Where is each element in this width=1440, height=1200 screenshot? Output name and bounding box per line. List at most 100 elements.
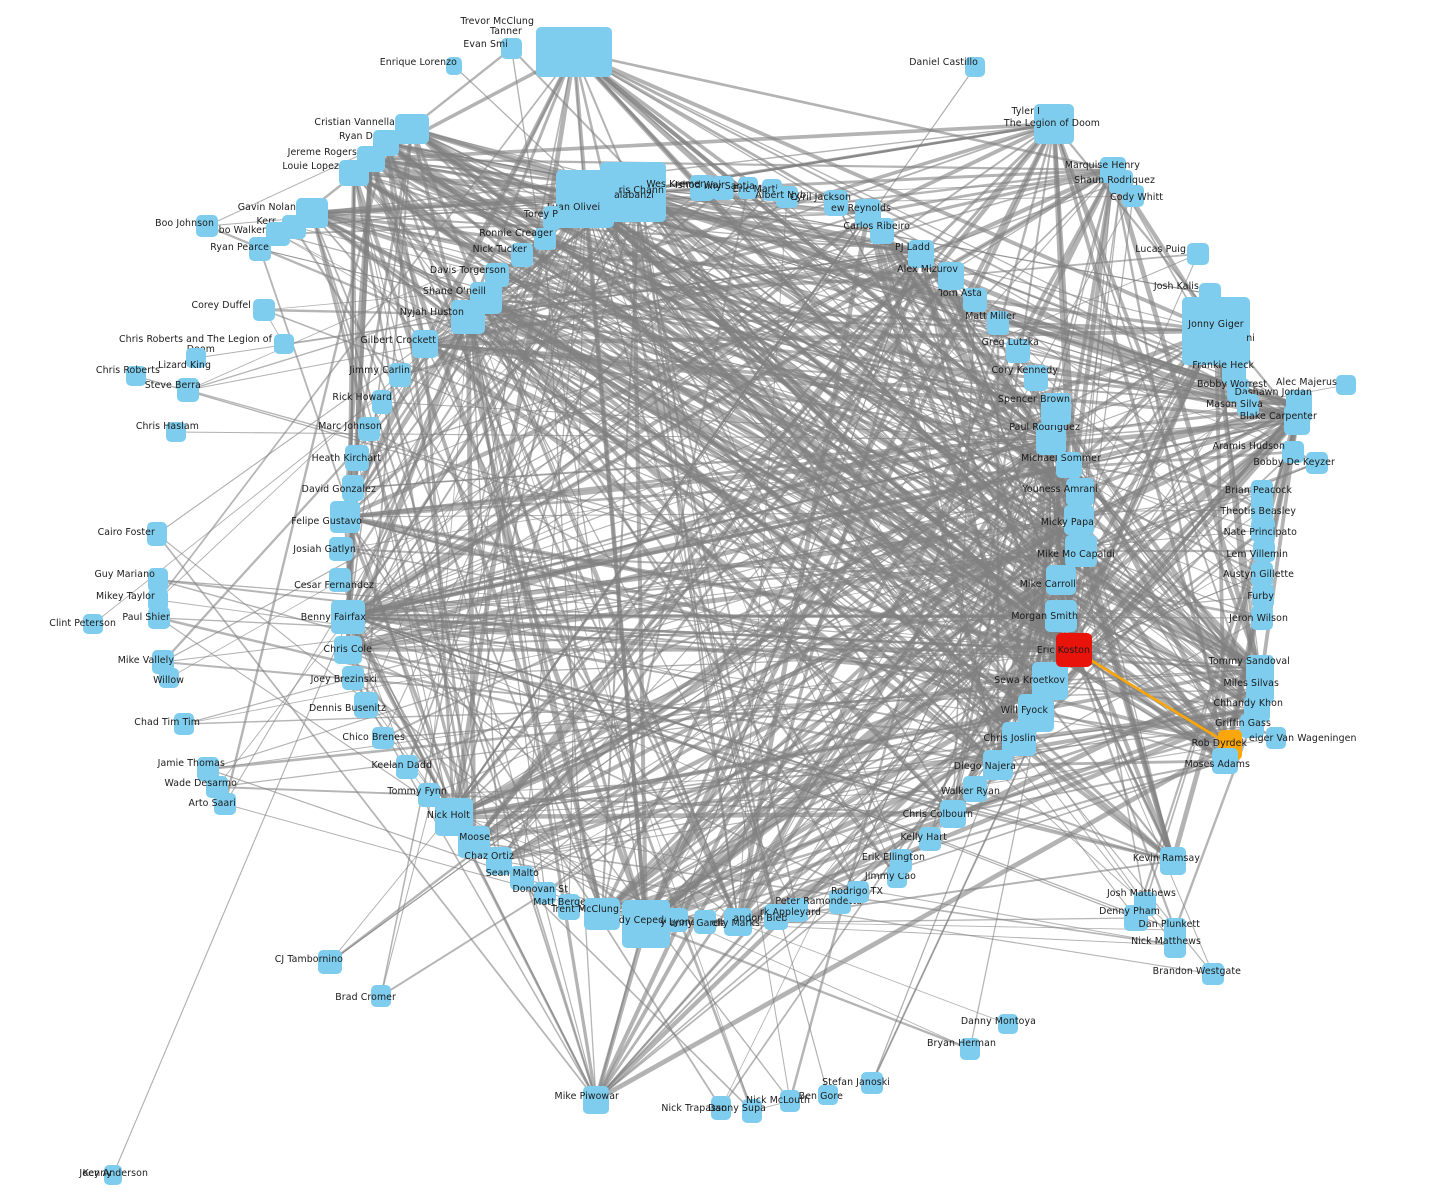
graph-node-danny-montoya[interactable] bbox=[998, 1014, 1018, 1034]
graph-node-austyn-gillette[interactable] bbox=[1251, 562, 1273, 586]
graph-node-moose[interactable] bbox=[458, 826, 490, 858]
graph-node-cristian-vannella[interactable] bbox=[395, 114, 429, 144]
graph-node-lizard-king[interactable] bbox=[186, 348, 206, 368]
graph-node-chris-haslam[interactable] bbox=[166, 422, 186, 442]
graph-node-tom-asta[interactable] bbox=[963, 288, 987, 312]
graph-node-clint-peterson[interactable] bbox=[83, 614, 103, 634]
graph-node-erik-ellington[interactable] bbox=[890, 849, 912, 873]
graph-node-will-fyock[interactable] bbox=[1018, 694, 1054, 732]
graph-node-bobby-de-keyzer[interactable] bbox=[1306, 452, 1328, 474]
graph-node-ben-gore[interactable] bbox=[818, 1085, 838, 1105]
graph-node-albert-nyberg[interactable] bbox=[776, 186, 798, 208]
graph-node-brandon-westgate[interactable] bbox=[1202, 963, 1224, 985]
graph-node-eric-koston[interactable] bbox=[1056, 633, 1092, 667]
graph-node-morgan-smith[interactable] bbox=[1045, 600, 1077, 632]
graph-node-chico-brenes[interactable] bbox=[372, 727, 394, 749]
graph-node-joey-brezinski[interactable] bbox=[342, 666, 364, 690]
graph-node-mark-appleyard[interactable] bbox=[786, 898, 808, 922]
graph-node-rodrigo-tx[interactable] bbox=[847, 881, 869, 903]
graph-node-corey-duffel[interactable] bbox=[253, 299, 275, 321]
graph-node-stefan-janoski[interactable] bbox=[861, 1072, 883, 1094]
graph-node-brad-cromer[interactable] bbox=[371, 985, 391, 1007]
graph-node-matt-berger[interactable] bbox=[558, 894, 580, 920]
graph-node-mike-piwowar[interactable] bbox=[583, 1086, 609, 1114]
graph-node-danny-garcia[interactable] bbox=[694, 910, 716, 934]
graph-node-brandon-biebel[interactable] bbox=[764, 904, 788, 930]
graph-node-guy-mariano[interactable] bbox=[148, 568, 168, 592]
graph-node-jamie-thomas[interactable] bbox=[197, 757, 219, 781]
graph-node-griffin-gass[interactable] bbox=[1240, 714, 1264, 738]
graph-node-arto-saari[interactable] bbox=[214, 793, 236, 815]
graph-node-marc-johnson[interactable] bbox=[358, 417, 380, 441]
graph-node-michael-sommer[interactable] bbox=[1056, 452, 1082, 478]
graph-node-cory-kennedy[interactable] bbox=[1024, 365, 1048, 391]
graph-node-evan-smith[interactable] bbox=[501, 38, 522, 59]
graph-node-chris-cole[interactable] bbox=[334, 636, 362, 664]
graph-node-geiger-van-wageningen[interactable] bbox=[1266, 727, 1286, 749]
graph-node-spencer-brown[interactable] bbox=[1041, 393, 1071, 425]
graph-node-heath-kirchart[interactable] bbox=[345, 445, 369, 471]
graph-node-boo-johnson[interactable] bbox=[196, 215, 218, 237]
graph-node-mason-silva[interactable] bbox=[1237, 394, 1259, 416]
graph-node-nick-tucker[interactable] bbox=[511, 243, 533, 267]
graph-node-willow[interactable] bbox=[159, 668, 179, 688]
graph-node-mike-mo-capaldi[interactable] bbox=[1065, 535, 1097, 567]
graph-node-kelly-marks[interactable] bbox=[724, 908, 752, 936]
graph-node-donovan-st[interactable] bbox=[534, 882, 556, 904]
graph-node-chad-tim-tim[interactable] bbox=[174, 713, 194, 735]
graph-node-paul-rodriguez[interactable] bbox=[1036, 423, 1066, 455]
graph-node-chaz-ortiz[interactable] bbox=[486, 847, 512, 875]
graph-node-benny-fairfax[interactable] bbox=[331, 600, 365, 634]
graph-node-ty-lyons[interactable] bbox=[666, 908, 688, 932]
graph-node-cesar-fernandez[interactable] bbox=[329, 568, 351, 592]
graph-node-peter-ramondetta[interactable] bbox=[829, 890, 851, 914]
graph-node-chris-colbourn[interactable] bbox=[940, 800, 966, 828]
graph-node-theotis-beasley[interactable] bbox=[1251, 498, 1273, 522]
graph-node-ishod-wair[interactable] bbox=[712, 176, 734, 200]
graph-node-chris-roberts-legion[interactable] bbox=[274, 334, 294, 354]
graph-node-blake-carpenter[interactable] bbox=[1284, 405, 1310, 435]
graph-node-carlos-ribeiro[interactable] bbox=[870, 218, 894, 244]
graph-node-kevin-ramsay[interactable] bbox=[1160, 847, 1186, 875]
graph-node-nick-matthews[interactable] bbox=[1164, 932, 1186, 958]
graph-node-pj-ladd[interactable] bbox=[908, 240, 934, 268]
graph-node-sewa-kroetkov[interactable] bbox=[1032, 662, 1068, 700]
graph-node-tyler-i[interactable] bbox=[1034, 104, 1074, 144]
graph-node-steve-berra[interactable] bbox=[177, 378, 199, 402]
graph-node-jonny-giger[interactable] bbox=[1182, 297, 1250, 365]
graph-node-dennis-busenitz[interactable] bbox=[354, 692, 378, 718]
graph-node-ryan-pearce[interactable] bbox=[249, 237, 271, 261]
graph-node-trent-mcclung[interactable] bbox=[584, 898, 620, 930]
graph-node-torey-p[interactable] bbox=[543, 206, 561, 230]
graph-node-nick-mclouth[interactable] bbox=[780, 1090, 800, 1112]
graph-node-denny-pham[interactable] bbox=[1124, 905, 1148, 931]
graph-node-furby[interactable] bbox=[1252, 584, 1274, 608]
graph-node-chris-roberts[interactable] bbox=[126, 366, 146, 386]
graph-node-cody-cepeda[interactable] bbox=[622, 900, 670, 948]
graph-node-cyril-jackson[interactable] bbox=[824, 190, 848, 216]
graph-node-daniel-castillo[interactable] bbox=[965, 57, 985, 77]
graph-node-jeron-wilson[interactable] bbox=[1251, 606, 1273, 630]
graph-node-kelly-hart[interactable] bbox=[919, 827, 941, 851]
graph-node-nick-trapasso[interactable] bbox=[711, 1096, 731, 1120]
graph-node-walker-ryan[interactable] bbox=[963, 776, 987, 802]
graph-node-sean-malto[interactable] bbox=[510, 866, 534, 890]
graph-node-nate-principato[interactable] bbox=[1251, 518, 1275, 542]
graph-node-moses-adams[interactable] bbox=[1212, 748, 1238, 774]
graph-node-lem-villemin[interactable] bbox=[1253, 540, 1275, 562]
graph-node-nyjah-huston[interactable] bbox=[451, 300, 485, 334]
graph-node-alex-mizurov[interactable] bbox=[938, 262, 964, 290]
graph-node-rick-howard[interactable] bbox=[372, 390, 392, 414]
graph-node-wade-desarmo[interactable] bbox=[206, 776, 228, 798]
graph-node-manny-santiago[interactable] bbox=[738, 177, 758, 199]
graph-node-louie-lopez[interactable] bbox=[339, 160, 369, 186]
graph-node-wes-kremer[interactable] bbox=[690, 175, 714, 201]
graph-node-mike-carroll[interactable] bbox=[1046, 565, 1076, 595]
graph-node-cairo-foster[interactable] bbox=[147, 522, 167, 546]
graph-node-kenny[interactable] bbox=[104, 1165, 122, 1185]
graph-node-matt-miller[interactable] bbox=[987, 311, 1009, 335]
graph-node-keelan-dadd[interactable] bbox=[396, 755, 418, 779]
graph-node-felipe-gustavo[interactable] bbox=[330, 501, 360, 533]
graph-node-trevor-mcclung[interactable] bbox=[536, 27, 612, 77]
graph-node-paul-shier[interactable] bbox=[148, 607, 170, 629]
